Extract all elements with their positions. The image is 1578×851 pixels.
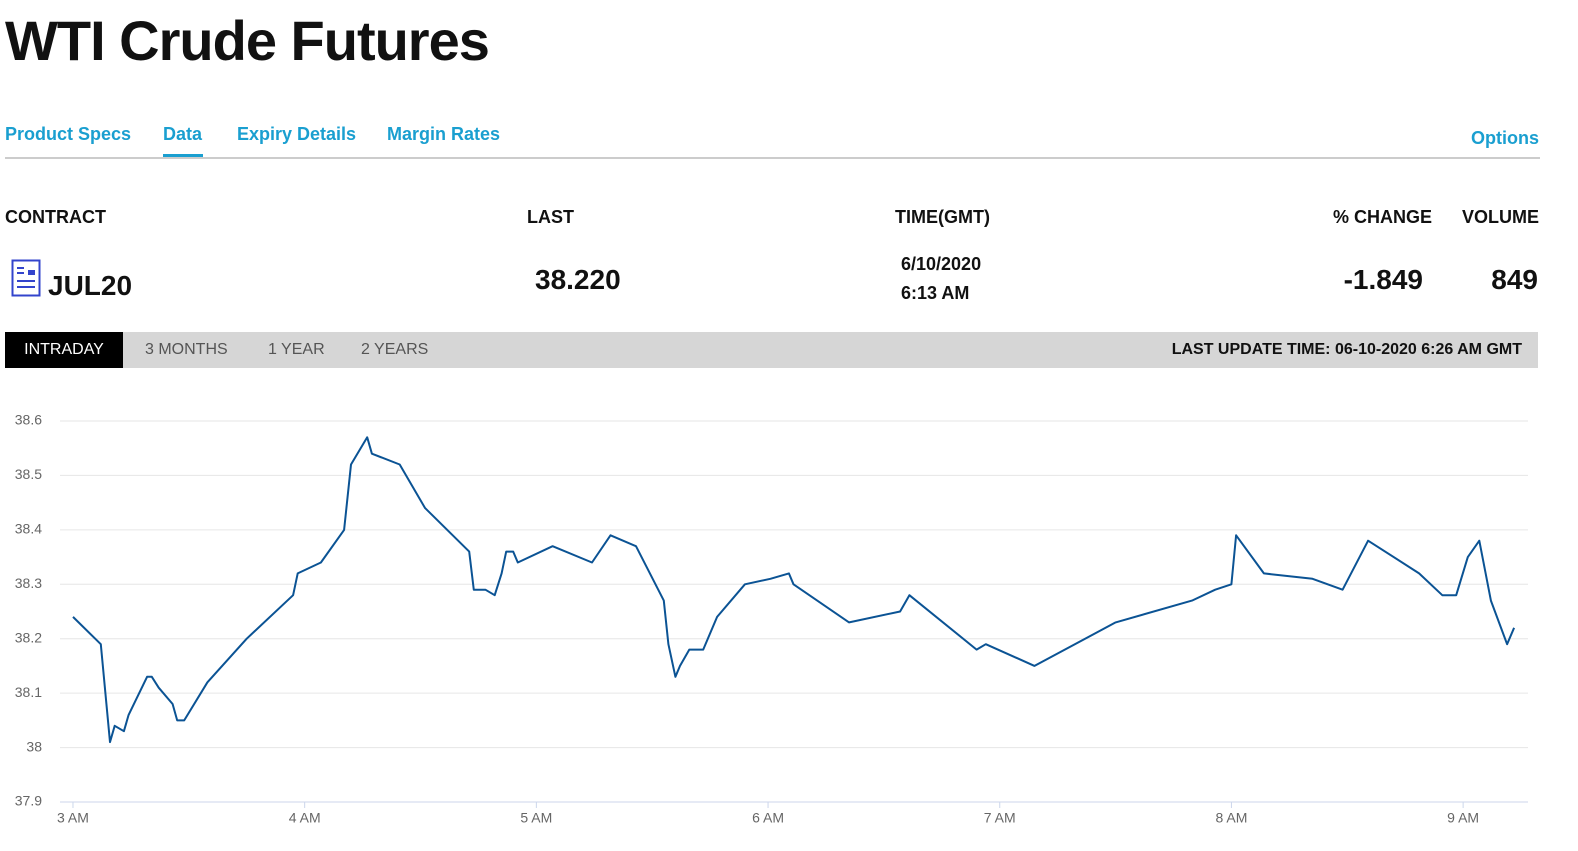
y-tick-label: 38.2 [15,629,42,645]
volume: 849 [1491,264,1538,295]
options-link[interactable]: Options [1471,128,1539,148]
range-tab[interactable]: 2 YEARS [361,341,429,358]
column-header: % CHANGE [1332,207,1432,227]
range-tab[interactable]: INTRADAY [5,332,123,368]
y-tick-label: 38.6 [15,412,42,428]
tab-underline [163,154,203,157]
tab[interactable]: Margin Rates [387,124,501,144]
price-chart: 37.9 38 38.1 38.2 38.3 38.4 38.5 38.6 3 AM 4 AM 5 … [15,412,1528,826]
range-tab[interactable]: 1 YEAR [268,341,325,358]
y-tick-label: 38 [26,738,42,754]
trade-time: 6:13 AM [901,283,970,303]
y-tick-label: 38.1 [15,684,42,700]
tab[interactable]: Product Specs [5,124,132,144]
x-tick-label: 5 AM [520,810,552,826]
x-tick-label: 3 AM [57,810,89,826]
page-title: WTI Crude Futures [5,9,490,72]
x-tick-label: 6 AM [752,810,784,826]
column-header: LAST [527,207,574,227]
last-update: LAST UPDATE TIME: 06-10-2020 6:26 AM GMT [1171,341,1522,358]
column-header: VOLUME [1461,207,1539,227]
column-header: CONTRACT [5,207,106,227]
x-tick-label: 7 AM [984,810,1016,826]
y-tick-label: 38.5 [15,466,42,482]
tab[interactable]: Expiry Details [237,124,357,144]
range-tab[interactable]: 3 MONTHS [145,341,228,358]
last-price: 38.220 [535,264,621,295]
tab[interactable]: Data [163,124,203,144]
y-tick-label: 38.4 [15,521,42,537]
y-tick-label: 38.3 [15,575,42,591]
x-tick-label: 4 AM [289,810,321,826]
x-tick-label: 8 AM [1215,810,1247,826]
price-line [72,436,1516,744]
x-tick-label: 9 AM [1447,810,1479,826]
percent-change: -1.849 [1343,264,1423,295]
column-header: TIME(GMT) [895,207,990,227]
divider [5,157,1540,159]
contract-icon[interactable] [11,259,41,297]
range-bar [5,332,1538,368]
contract-name[interactable]: JUL20 [48,270,133,301]
y-tick-label: 37.9 [15,793,42,809]
trade-date: 6/10/2020 [901,254,982,274]
